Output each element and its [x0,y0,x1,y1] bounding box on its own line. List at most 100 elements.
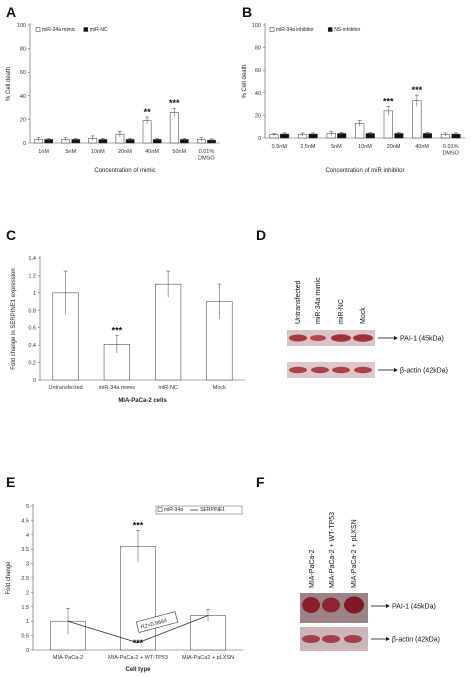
x-tick-label: 50nM [172,149,186,155]
panel-letter-c: C [6,227,16,243]
y-tick-label: 80 [255,46,261,52]
significance-label: *** [133,520,144,530]
y-tick-label: 0.8 [28,308,36,314]
bar [169,112,179,144]
blot-f-actin-band [322,635,340,643]
y-tick-label: 0 [26,648,29,654]
y-tick-label: 60 [255,68,261,74]
western-blot-f: PAI-1 (45kDa) β-actin (42kDa) MIA-PaCa-2… [300,512,440,651]
blot-d-actin-arrowhead [394,368,398,372]
blot-d-actin-label: β-actin (42kDa) [400,368,448,375]
x-tick-label: MIA-PaCa-2 + WT-TP53 [108,655,168,661]
y-tick-label: 20 [20,117,26,123]
legend-label: miR-34a mimic [42,27,76,33]
x-tick-label: 20nM [118,149,132,155]
blot-f-actin-arrowhead [386,637,390,641]
significance-label: *** [412,85,423,95]
y-tick-label: 3 [26,562,29,568]
y-axis-title: % Cell death [6,67,12,101]
x-axis-title: Concentration of miR inhibitor [325,168,404,174]
blot-d-actin-band [332,366,350,374]
blot-f-actin-band [344,635,362,643]
series-line [67,615,209,644]
blot-d-actin-strip [287,362,375,378]
x-tick-label: 2.5nM [300,144,316,150]
x-tick-label: 0.5nM [272,144,288,150]
y-tick-label: 0 [33,378,36,384]
y-axis-title: Fold change in SERPINE1 expression [11,268,17,369]
blot-d-pai1-band [289,334,307,342]
y-tick-label: 40 [20,94,26,100]
y-tick-label: 1 [33,291,36,297]
y-axis-title: Fold change [6,561,12,595]
legend-swatch [35,27,41,32]
annotation-box [135,611,179,633]
blot-d-actin-band [289,366,307,374]
x-tick-label: 5nM [65,149,76,155]
legend-swatch [83,27,89,32]
blot-f-actin-label: β-actin (42kDa) [392,637,440,644]
blot-d-lane-label: miR-NC [338,299,345,324]
x-tick-label: 20nM [387,144,401,150]
legend-label: miR-34a [164,507,183,513]
x-tick-label: 10nM [91,149,105,155]
y-axis-title: % Cell death [242,64,248,98]
x-tick-label: 1nM [38,149,49,155]
blot-f-pai1-band [322,597,340,613]
legend-label: miR-34a inhibitor [276,27,314,33]
legend-swatch [157,507,163,512]
y-tick-label: 1.2 [28,273,36,279]
y-tick-label: 60 [20,70,26,76]
chart-a: 0 20 40 60 80 100 1nM 5nM 10nM 20nM 40nM 50nM 0.01% D… [6,23,220,174]
x-tick-label: miR-NC [158,385,178,391]
x-tick-label: 0.01% DMSO [198,149,215,162]
panel-letter-b: B [242,4,252,20]
y-tick-label: 4.5 [21,518,29,524]
significance-label: *** [112,326,123,336]
blot-d-actin-band [311,366,329,374]
x-axis-title: Cell type [125,667,151,673]
x-axis-title: Concentration of mimic [94,168,155,174]
x-tick-label: miR-34a mimic [99,385,136,391]
legend-box [155,505,243,515]
bar [206,301,233,381]
panel-letter-e: E [6,474,15,490]
y-tick-label: 1.5 [21,605,29,611]
blot-f-pai1-band [302,597,320,613]
blot-f-lane-label: MIA-PaCa-2 + pLXSN [351,519,358,588]
significance-label: *** [133,638,144,648]
y-tick-label: 100 [17,23,26,29]
chart-b: 0 20 40 60 80 100 0.5nM 2.5nM 5nM 10nM 20nM 40nM 0.0… [242,23,465,174]
y-tick-label: 0.4 [28,343,36,349]
blot-f-pai1-arrowhead [386,604,390,608]
blot-f-lane-label: MIA-PaCa-2 [309,549,316,588]
western-blot-d: PAI-1 (45kDa) β-actin (42kDa) Untransfec… [287,277,448,378]
blot-d-lane-label: Untransfected [295,280,302,324]
x-tick-label: 10nM [358,144,372,150]
legend-swatch [327,27,333,32]
panel-letter-a: A [6,4,16,20]
y-tick-label: 80 [20,47,26,53]
blot-f-pai1-band [344,596,364,614]
y-tick-label: 100 [252,23,261,29]
y-tick-label: 0.5 [21,634,29,640]
x-tick-label: Untransfected [49,385,83,391]
y-tick-label: 5 [26,504,29,510]
panel-letter-d: D [256,227,266,243]
significance-label: *** [383,96,394,106]
y-tick-label: 0 [23,141,26,147]
legend-label: miR-NC [90,27,108,33]
y-tick-label: 0.6 [28,326,36,332]
bar [155,283,182,381]
chart-c: 0 0.2 0.4 0.6 0.8 1 1.2 1.4 Untransfected miR-34a… [11,256,245,404]
x-tick-label: 5nM [331,144,342,150]
blot-f-pai1-label: PAI-1 (45kDa) [392,604,436,611]
bar [120,546,156,651]
y-tick-label: 1.4 [28,256,36,262]
blot-f-lane-label: MIA-PaCa-2 + WT-TP53 [329,512,336,588]
blot-d-pai1-band [310,335,326,341]
y-tick-label: 0 [258,136,261,142]
chart-e: 0 0.5 1 1.5 2 2.5 3 3.5 4 4.5 5 MIA-PaCa-2 MIA-PaCa-… [6,504,243,673]
y-tick-label: 40 [255,91,261,97]
